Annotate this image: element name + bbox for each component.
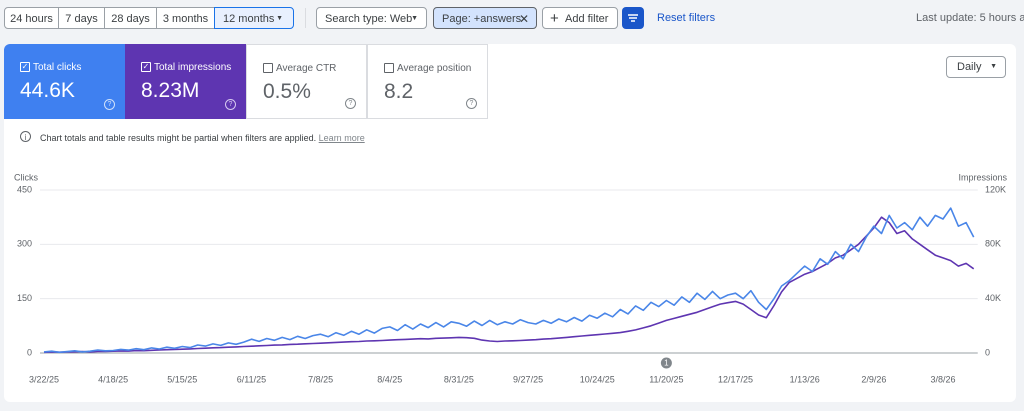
metric-label: Total impressions [154, 62, 232, 73]
y2-tick-label: 80K [985, 239, 1001, 249]
select-label: Daily [957, 61, 982, 73]
dropdown-arrow: ▼ [276, 15, 283, 22]
chip-label: Page: +answers [442, 13, 522, 25]
x-tick-label: 3/22/25 [29, 374, 59, 384]
checkbox[interactable] [384, 63, 394, 73]
help-icon[interactable]: ? [345, 98, 356, 109]
annotation-marker [660, 357, 672, 369]
metric-card[interactable]: ✓ Total clicks 44.6K ? [4, 44, 125, 119]
notice: Chart totals and table results might be … [40, 133, 365, 143]
range-button-selected[interactable]: 12 months ▼ [214, 7, 294, 29]
x-tick-label: 9/27/25 [513, 374, 543, 384]
x-tick-label: 5/15/25 [167, 374, 197, 384]
range-button[interactable]: 3 months [156, 7, 215, 29]
y2-tick-label: 120K [985, 184, 1006, 194]
info-icon: i [20, 131, 31, 142]
x-tick-label: 11/20/25 [649, 374, 683, 384]
x-tick-label: 12/17/25 [718, 374, 753, 384]
y2-tick-label: 40K [985, 293, 1001, 303]
x-tick-label: 1/13/26 [790, 374, 820, 384]
x-tick-label: 7/8/25 [308, 374, 333, 384]
metric-card[interactable]: Average CTR 0.5% ? [246, 44, 367, 119]
metric-label: Total clicks [33, 62, 82, 73]
add-filter-button[interactable]: + Add filter [542, 7, 618, 29]
series-line [43, 216, 975, 354]
reset-link[interactable]: Reset filters [657, 12, 716, 24]
y-axis-title: Clicks [14, 172, 38, 182]
x-tick-label: 8/31/25 [444, 374, 474, 384]
filter-chip-active[interactable]: Page: +answers ✕ [433, 7, 537, 29]
metric-card[interactable]: Average position 8.2 ? [367, 44, 488, 119]
x-tick-label: 6/11/25 [237, 374, 266, 384]
y-tick-label: 450 [17, 184, 32, 194]
range-button[interactable]: 7 days [58, 7, 105, 29]
x-tick-label: 3/8/26 [930, 374, 955, 384]
help-icon[interactable]: ? [225, 99, 236, 110]
dropdown-arrow: ▼ [990, 63, 997, 70]
checkbox[interactable]: ✓ [141, 62, 151, 72]
icon-lines [628, 14, 638, 22]
chip-label: Search type: Web [325, 13, 413, 25]
x-tick-label: 2/9/26 [861, 374, 886, 384]
range-button[interactable]: 28 days [104, 7, 157, 29]
granularity-select[interactable]: Daily ▼ [946, 56, 1006, 78]
metric-label: Average position [397, 63, 472, 74]
x-tick-label: 10/24/25 [580, 374, 615, 384]
checkbox[interactable] [263, 63, 273, 73]
y-tick-label: 150 [17, 293, 32, 303]
metric-value: 8.23M [141, 79, 200, 102]
y-tick-label: 300 [17, 239, 32, 249]
filter-chip[interactable]: Search type: Web ▼ [316, 7, 427, 29]
y2-tick-label: 0 [985, 347, 990, 357]
metric-value: 44.6K [20, 79, 75, 102]
metric-label: Average CTR [276, 63, 337, 74]
help-icon[interactable]: ? [104, 99, 115, 110]
range-label: 12 months [223, 13, 275, 25]
learn-more-link[interactable]: Learn more [318, 133, 365, 143]
y2-axis-title: Impressions [958, 172, 1007, 182]
filter-icon-button[interactable] [622, 7, 644, 29]
range-button[interactable]: 24 hours [4, 7, 59, 29]
x-tick-label: 4/18/25 [98, 374, 128, 384]
x-tick-label: 8/4/25 [377, 374, 402, 384]
plus-icon: + [550, 10, 559, 27]
dropdown-arrow: ▼ [411, 15, 418, 22]
divider [305, 8, 306, 28]
annotation-label: 1 [664, 359, 669, 368]
metric-value: 0.5% [263, 80, 311, 103]
metric-card[interactable]: ✓ Total impressions 8.23M ? [125, 44, 246, 119]
metric-value: 8.2 [384, 80, 414, 103]
y-tick-label: 0 [27, 347, 32, 357]
help-icon[interactable]: ? [466, 98, 477, 109]
last-update: Last update: 5 hours ago [916, 12, 1024, 24]
checkbox[interactable]: ✓ [20, 62, 30, 72]
notice-text: Chart totals and table results might be … [40, 133, 317, 143]
button-label: Add filter [565, 13, 609, 25]
series-line [43, 207, 975, 354]
remove-icon[interactable]: ✕ [518, 12, 529, 26]
